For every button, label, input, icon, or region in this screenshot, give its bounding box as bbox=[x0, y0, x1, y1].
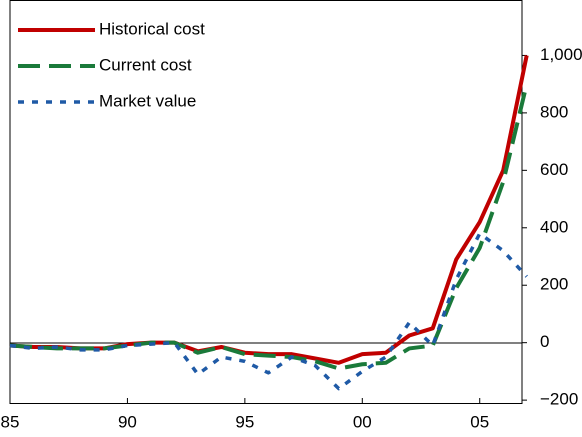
series-line bbox=[9, 83, 529, 371]
legend-label: Current cost bbox=[99, 55, 192, 74]
legend-label: Market value bbox=[99, 91, 196, 110]
y-tick-label: 600 bbox=[540, 160, 568, 179]
y-tick-label: −200 bbox=[540, 390, 578, 409]
y-tick-label: 800 bbox=[540, 102, 568, 121]
x-tick-label: 90 bbox=[118, 412, 137, 431]
y-tick-label: 200 bbox=[540, 275, 568, 294]
plot-frame bbox=[9, 0, 523, 404]
y-tick-label: 400 bbox=[540, 217, 568, 236]
x-tick-label: 00 bbox=[353, 412, 372, 431]
series-line bbox=[9, 231, 528, 391]
y-tick-label: 1,000 bbox=[540, 45, 582, 64]
series-line bbox=[9, 55, 529, 365]
y-tick-label: 0 bbox=[540, 332, 549, 351]
x-tick-label: 05 bbox=[470, 412, 489, 431]
legend-label: Historical cost bbox=[99, 19, 205, 38]
x-tick-label: 85 bbox=[1, 412, 20, 431]
x-tick-label: 95 bbox=[235, 412, 254, 431]
